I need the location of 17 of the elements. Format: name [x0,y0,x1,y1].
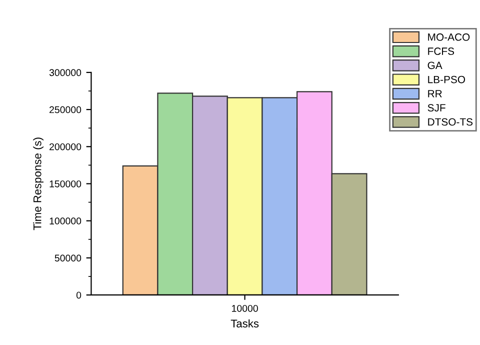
x-axis-title: Tasks [230,319,259,328]
legend-label: DTSO-TS [428,118,473,126]
legend-label: RR [428,90,442,98]
legend-label: SJF [428,104,446,112]
legend-label: MO-ACO [428,33,470,41]
y-tick-label: 150000 [50,180,82,188]
y-tick-label: 250000 [50,106,82,114]
y-tick-label: 0 [76,292,82,299]
legend-label: LB-PSO [428,76,466,84]
y-axis-title: Time Response (s) [33,138,44,230]
y-tick-label: 300000 [49,69,82,76]
y-tick-label: 50000 [54,254,82,262]
y-tick-label: 100000 [50,218,82,224]
y-tick-label: 200000 [50,143,82,150]
x-tick-label: 10000 [232,304,258,312]
legend-label: FCFS [428,48,454,55]
legend-label: GA [428,62,442,70]
